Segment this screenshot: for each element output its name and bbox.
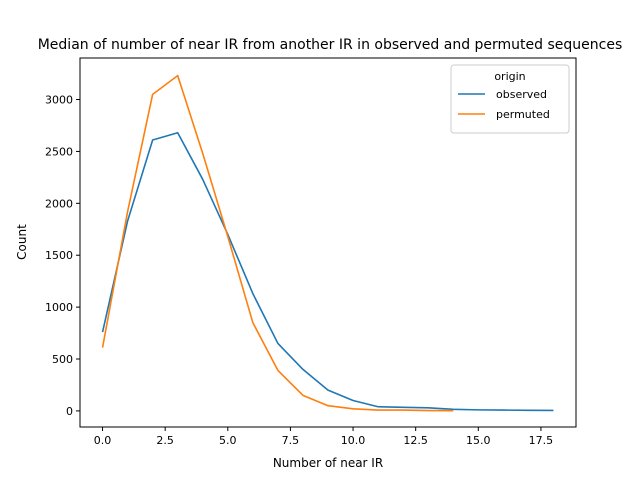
legend-label-permuted: permuted (496, 108, 550, 121)
series-line-permuted (101, 74, 454, 412)
y-tick-label: 2500 (45, 145, 73, 158)
y-tick-label: 1000 (45, 301, 73, 314)
y-tick-label: 2000 (45, 197, 73, 210)
y-tick-label: 0 (66, 405, 73, 418)
y-tick-label: 500 (52, 353, 73, 366)
axes-frame (79, 57, 577, 428)
legend-box (450, 64, 570, 134)
y-tick-label: 1500 (45, 249, 73, 262)
x-axis-label: Number of near IR (273, 456, 383, 470)
x-tick-label: 15.0 (466, 434, 491, 447)
y-tick-label: 3000 (45, 94, 73, 107)
x-tick-label: 0.0 (94, 434, 112, 447)
x-tick-label: 5.0 (219, 434, 237, 447)
legend-title: origin (494, 70, 525, 83)
chart-title: Median of number of near IR from another… (38, 37, 623, 53)
x-tick-label: 10.0 (341, 434, 366, 447)
legend-label-observed: observed (496, 88, 547, 101)
x-tick-label: 7.5 (282, 434, 300, 447)
x-tick-label: 17.5 (529, 434, 554, 447)
series-line-observed (101, 131, 554, 412)
x-tick-label: 12.5 (403, 434, 428, 447)
x-tick-label: 2.5 (156, 434, 174, 447)
y-axis-label: Count (15, 224, 29, 260)
plot-area: 0.0 2.5 5.0 7.5 10.0 12.5 15.0 17.5 0 500 1000 1500… (45, 57, 577, 447)
